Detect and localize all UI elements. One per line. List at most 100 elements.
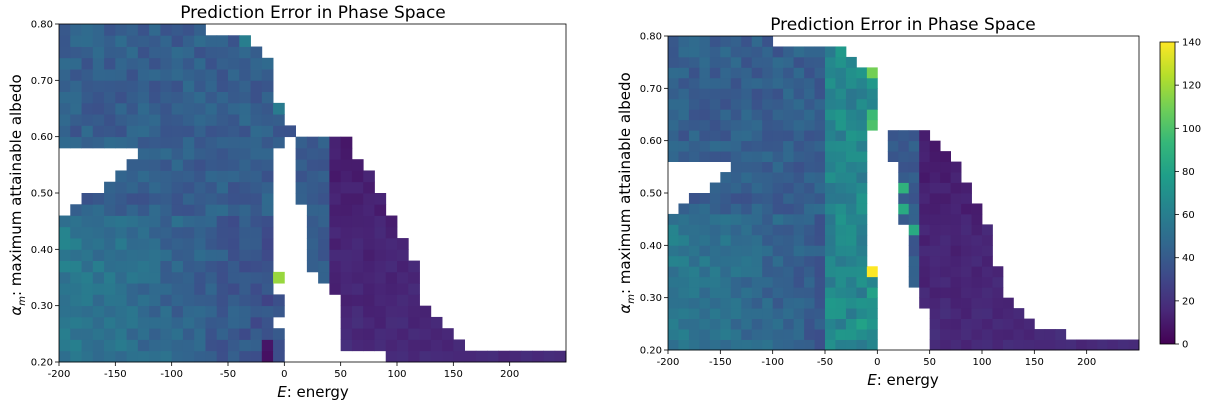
heatmap-cell [363,305,375,318]
heatmap-cell [678,224,690,236]
heatmap-cell [115,193,127,205]
heatmap-cell [115,170,127,183]
heatmap-cell [171,46,184,59]
heatmap-cell [92,226,105,239]
heatmap-cell [720,193,732,204]
heatmap-cell [182,305,195,318]
heatmap-cell [845,213,857,225]
heatmap-cell [137,283,150,295]
heatmap-cell [730,308,742,319]
heatmap-cell [306,136,319,149]
heatmap-cell [688,98,700,110]
heatmap-cell [149,57,161,70]
heatmap-cell [688,140,700,152]
heatmap-cell [137,102,150,115]
heatmap-cell [699,109,711,121]
heatmap-cell [971,224,983,236]
heatmap-cell [814,77,826,89]
heatmap-cell [363,260,375,273]
heatmap-cell [194,147,206,160]
heatmap-cell [804,140,815,152]
heatmap-cell [216,170,229,183]
heatmap-cell [104,125,116,138]
heatmap-cell [385,215,398,228]
heatmap-cell [783,88,794,100]
heatmap-cell [306,260,319,273]
heatmap-cell [216,46,229,59]
heatmap-cell [137,271,150,284]
heatmap-cell [678,276,690,288]
heatmap-cell [688,297,700,309]
heatmap-cell [825,182,836,194]
heatmap-cell [741,224,753,236]
heatmap-cell [668,119,679,131]
heatmap-cell [982,339,993,351]
heatmap-cell [793,234,805,246]
heatmap-cell [783,77,794,89]
heatmap-cell [908,182,920,194]
heatmap-cell [1013,339,1025,351]
heatmap-cell [239,193,251,205]
heatmap-cell [1034,329,1046,340]
heatmap-cell [306,226,319,239]
x-tick-label: 200 [500,369,519,380]
heatmap-cell [228,102,240,115]
heatmap-cell [940,213,951,225]
heatmap-cell [730,287,742,299]
heatmap-cell [835,88,847,100]
heatmap-cell [940,172,951,183]
heatmap-cell [730,119,742,131]
heatmap-cell [668,46,679,58]
heatmap-cell [751,46,763,58]
heatmap-cell [793,193,805,204]
heatmap-cell [709,224,721,236]
heatmap-cell [678,36,690,47]
heatmap-cell [273,136,285,149]
heatmap-cell [250,102,263,115]
heatmap-cell [104,193,116,205]
heatmap-cell [709,88,721,100]
heatmap-cell [261,193,274,205]
heatmap-cell [228,238,240,250]
heatmap-cell [772,287,784,299]
heatmap-cell [950,308,962,319]
heatmap-cell [688,67,700,79]
heatmap-cell [741,203,753,215]
heatmap-cell [793,88,805,100]
heatmap-cell [137,328,150,340]
heatmap-cell [351,204,364,216]
heatmap-cell [929,193,941,204]
chart-right-y-ticks: 0.200.300.400.500.600.700.80 [640,32,668,357]
heatmap-cell [498,350,511,363]
heatmap-cell [385,226,398,239]
heatmap-cell [149,147,161,160]
heatmap-cell [961,318,972,330]
heatmap-cell [397,316,409,329]
heatmap-cell [115,328,127,340]
heatmap-cell [720,109,732,121]
heatmap-cell [961,182,972,194]
heatmap-cell [239,69,251,81]
heatmap-cell [709,77,721,89]
heatmap-cell [205,35,218,47]
heatmap-cell [720,98,732,110]
heatmap-cell [160,46,173,59]
heatmap-cell [730,339,742,351]
y-tick-label: 0.30 [31,301,53,312]
heatmap-cell [261,69,274,81]
heatmap-cell [982,234,993,246]
heatmap-cell [898,203,910,215]
heatmap-cell [104,271,116,284]
heatmap-cell [940,151,951,162]
heatmap-cell [104,316,116,329]
heatmap-cell [329,204,342,216]
heatmap-cell [81,339,94,352]
heatmap-cell [261,305,274,318]
heatmap-cell [261,80,274,92]
heatmap-cell [699,224,711,236]
heatmap-cell [720,234,732,246]
heatmap-cell [961,193,972,204]
heatmap-cell [228,283,240,295]
heatmap-cell [261,271,274,284]
